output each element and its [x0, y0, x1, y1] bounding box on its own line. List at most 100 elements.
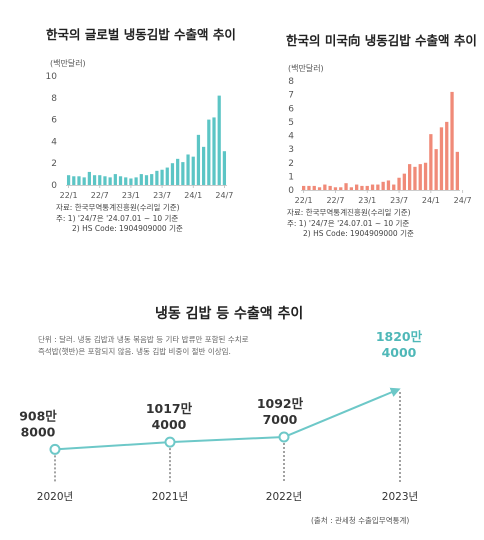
chart2-bar [370, 184, 375, 190]
chart2-ytick-label: 0 [288, 186, 294, 196]
chart3-data-label: 1092만 [257, 396, 304, 411]
chart1-bar [196, 134, 201, 185]
chart3-data-label: 908만 [19, 408, 57, 423]
chart2-notes: 자료: 한국무역통계진흥원(수리일 기준) 주: 1) '24/7은 '24.0… [287, 208, 414, 240]
chart1-note-source: 자료: 한국무역통계진흥원(수리일 기준) [56, 203, 180, 212]
chart2-ytick-label: 7 [288, 91, 294, 101]
chart1-bar [92, 175, 97, 185]
chart2-bar [413, 166, 417, 190]
chart3-x-label: 2022년 [266, 491, 302, 503]
chart1-bar [212, 117, 216, 185]
chart2-title: 한국의 미국向 냉동김밥 수출액 추이 [286, 33, 477, 48]
chart1-bar [77, 176, 81, 185]
chart1-bar [160, 169, 164, 185]
chart2-bar [333, 187, 338, 190]
chart2-ytick-label: 5 [288, 118, 294, 128]
chart3-note: 단위 : 달러. 냉동 김밥과 냉동 볶음밥 등 기타 밥류만 포함된 수치로 … [38, 334, 249, 358]
chart2-bar [349, 187, 353, 190]
chart3-note-line-1: 단위 : 달러. 냉동 김밥과 냉동 볶음밥 등 기타 밥류만 포함된 수치로 [38, 335, 249, 344]
chart1-xtick-label: 22/1 [60, 191, 78, 200]
chart1-ytick-label: 0 [51, 181, 57, 191]
chart1-bar [144, 175, 149, 185]
chart2-xtick-label: 24/1 [422, 196, 440, 205]
chart1-bar [191, 156, 195, 185]
chart3-note-line-2: 즉석밥(햇반)은 포함되지 않음. 냉동 김밥 비중이 절반 이상임. [38, 347, 231, 356]
chart2-ytick-label: 6 [288, 104, 294, 114]
chart2-bar [397, 177, 401, 190]
chart2-bar [386, 180, 391, 190]
chart1-title: 한국의 글로벌 냉동김밥 수출액 추이 [46, 27, 236, 42]
chart3-data-label-highlight: 1820만 [376, 329, 423, 344]
chart1-bar [202, 146, 206, 185]
chart2-bar [381, 181, 385, 190]
chart2-note-1: 주: 1) '24/7은 '24.07.01 ~ 10 기준 [287, 218, 410, 228]
chart2-bar [423, 162, 428, 190]
chart2-xtick-label: 22/1 [295, 196, 313, 205]
chart3-title: 냉동 김밥 등 수출액 추이 [155, 306, 304, 322]
chart1-xtick-label: 24/1 [184, 191, 202, 200]
chart1-notes: 자료: 한국무역통계진흥원(수리일 기준) 주: 1) '24/7은 '24.0… [56, 203, 183, 235]
chart2-bar [302, 185, 306, 190]
chart2-bar [392, 184, 396, 190]
chart3-data-label: 1017만 [146, 401, 193, 416]
chart2-bar [307, 185, 311, 190]
chart1-bar [98, 175, 102, 185]
chart2-xtick-label: 23/7 [390, 196, 408, 205]
chart2-bar [408, 164, 412, 190]
chart1-ytick-label: 8 [51, 94, 57, 104]
chart1-bar [118, 176, 123, 185]
chart2-bar [328, 185, 332, 190]
chart2-ytick-label: 1 [288, 172, 294, 182]
chart1-ytick-label: 2 [51, 159, 57, 169]
chart1-bar [124, 177, 128, 185]
chart1-bar [181, 162, 185, 185]
chart2-unit: (백만달러) [288, 64, 324, 73]
chart1-xtick-label: 24/7 [215, 191, 233, 200]
chart1-bar [108, 177, 112, 185]
chart2-xtick-label: 24/7 [454, 196, 472, 205]
chart3-data-label-highlight: 4000 [382, 345, 417, 360]
chart3-x-label: 2023년 [382, 491, 418, 503]
chart1-bar [72, 176, 76, 185]
chart1-bar [103, 176, 107, 185]
chart3-source: (출처 : 관세청 수출입무역통계) [311, 516, 410, 525]
chart2-note-2: 2) HS Code: 1904909000 기준 [303, 229, 414, 238]
chart2-xtick-label: 22/7 [326, 196, 344, 205]
chart1-bar [217, 95, 221, 185]
chart1-bar [87, 171, 91, 185]
chart2-plot: 0 1 2 3 4 5 6 7 8 22/1 22/7 23/1 23/7 24/1 24/7 [288, 77, 472, 205]
chart1-plot: 0 2 4 6 8 10 22/1 22/7 23/1 23/7 24/1 24/7 [46, 72, 234, 200]
chart3-data-label: 8000 [21, 424, 56, 439]
chart2-bar [344, 183, 348, 190]
chart3-x-label: 2021년 [152, 491, 188, 503]
chart3-point [49, 443, 61, 455]
chart1-xtick-label: 23/1 [122, 191, 140, 200]
chart2-ytick-label: 3 [288, 145, 294, 155]
chart1-bar [165, 167, 169, 185]
chart1-bar [150, 174, 154, 185]
chart1-bar [129, 178, 133, 185]
chart2-note-source: 자료: 한국무역통계진흥원(수리일 기준) [287, 208, 411, 217]
chart3-point [278, 431, 290, 443]
chart1-bar [82, 177, 86, 185]
chart2-bar [376, 184, 380, 190]
chart2-bar [450, 91, 454, 190]
chart2-bar [418, 164, 422, 190]
chart2-xtick-label: 23/1 [358, 196, 376, 205]
chart1-bar [134, 177, 138, 185]
chart1-xtick-label: 22/7 [91, 191, 109, 200]
chart2-bar [317, 187, 322, 190]
chart1-bar [186, 154, 190, 185]
chart1-bar [222, 151, 227, 185]
chart1-bar [139, 174, 143, 185]
chart1-note-2: 2) HS Code: 1904909000 기준 [72, 224, 183, 233]
chart1-bar [170, 163, 175, 185]
chart2-bar [312, 185, 316, 190]
chart2-bar [445, 121, 449, 190]
chart2-ytick-label: 4 [288, 132, 294, 142]
chart2-bar [434, 149, 438, 190]
chart3-point [164, 436, 176, 448]
chart2-bar [365, 185, 369, 190]
chart3-series-arrow [283, 387, 401, 438]
chart1-ytick-label: 10 [46, 72, 58, 82]
